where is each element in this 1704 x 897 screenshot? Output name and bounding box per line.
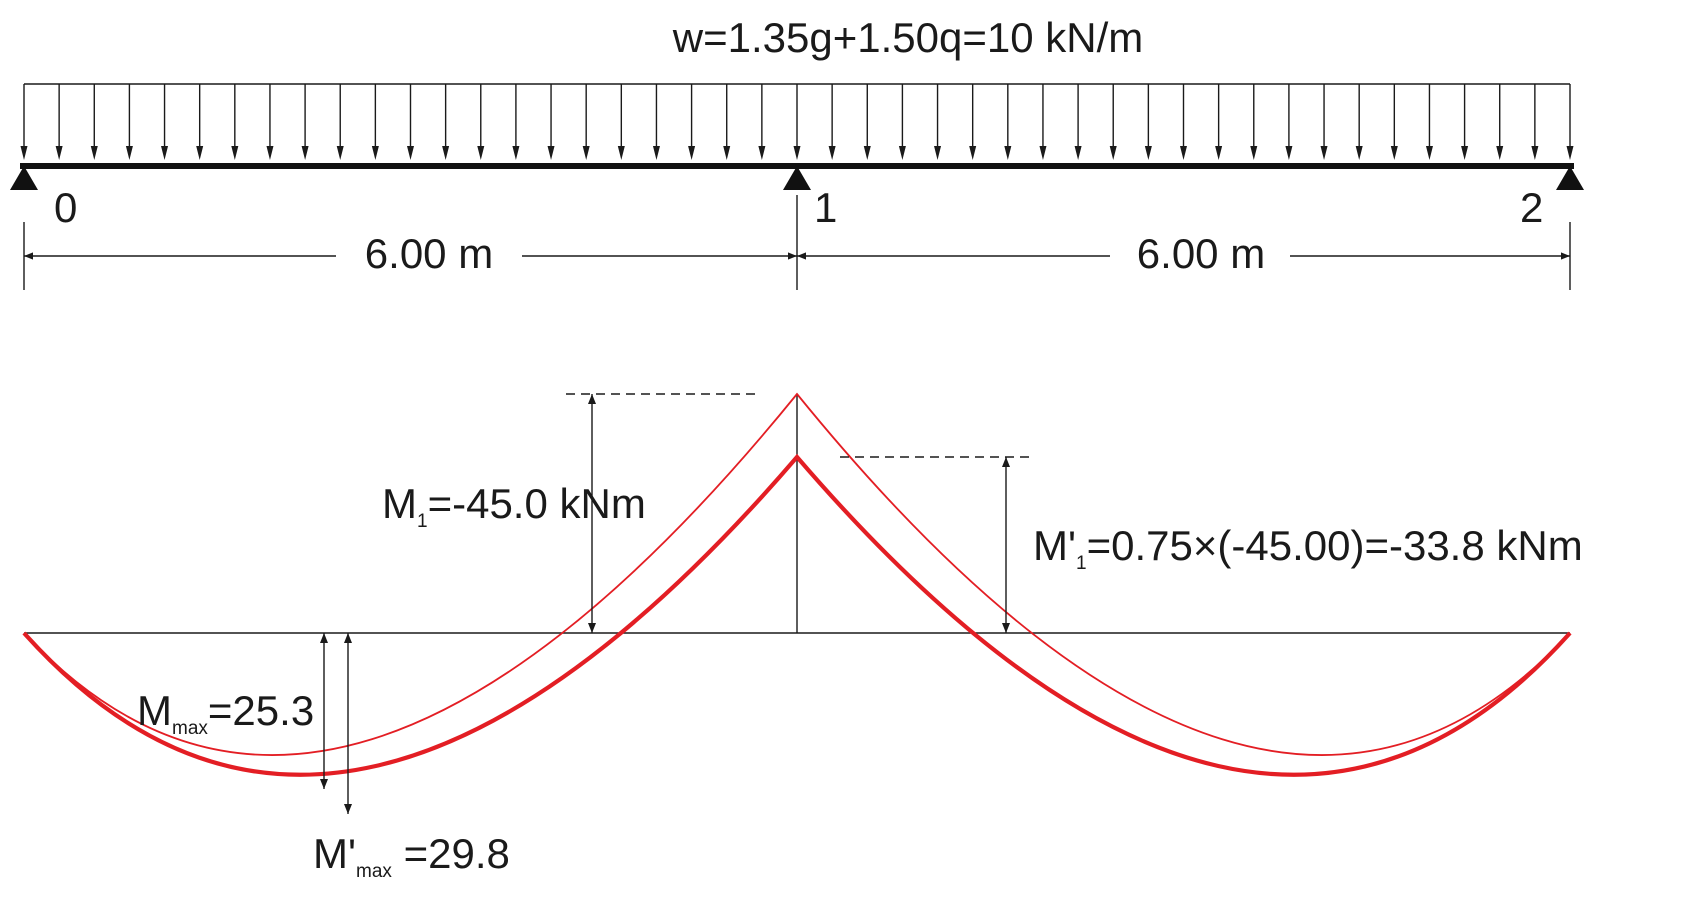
load-arrow-head-icon [723, 146, 731, 160]
load-arrow-head-icon [1180, 146, 1187, 160]
load-arrow-head-icon [336, 146, 344, 160]
elastic-moment-curve [23, 392, 1571, 756]
m1-prime-label-main: M' [1033, 522, 1076, 569]
load-arrow-head-icon [196, 146, 204, 160]
load-arrow-head-icon [477, 146, 485, 160]
load-arrow-head-icon [20, 146, 28, 160]
load-arrows [20, 84, 1574, 160]
mmax-prime-label-sub: max [356, 861, 392, 882]
m1-prime-label-sub: 1 [1076, 553, 1087, 574]
moment-diagram [22, 392, 1572, 814]
load-arrow-head-icon [652, 146, 660, 160]
mmax-prime-label: M'max =29.8 [313, 830, 510, 882]
mmax-label-main: M [137, 687, 172, 734]
load-arrow-head-icon [161, 146, 169, 160]
support-0-icon [10, 166, 38, 190]
load-arrow-head-icon [898, 146, 906, 160]
load-arrow-head-icon [582, 146, 590, 160]
load-arrow-head-icon [1144, 146, 1152, 160]
load-arrow-head-icon [1074, 146, 1082, 160]
load-arrow-head-icon [688, 146, 696, 160]
support-2-label: 2 [1520, 184, 1543, 231]
load-arrow-head-icon [1109, 146, 1117, 160]
m1-label-main: M [382, 480, 417, 527]
load-arrow-head-icon [1531, 146, 1539, 160]
load-arrow-head-icon [301, 146, 309, 160]
mmax-prime-label-main: M' [313, 830, 356, 877]
load-arrow-head-icon [1496, 146, 1504, 160]
load-arrow-head-icon [55, 146, 63, 160]
mmax-prime-label-value: =29.8 [392, 830, 510, 877]
load-arrow-head-icon [1039, 146, 1047, 160]
load-arrow-head-icon [969, 146, 977, 160]
mmax-label-value: =25.3 [208, 687, 314, 734]
load-arrow-head-icon [1320, 146, 1328, 160]
load-arrow-head-icon [1566, 146, 1574, 160]
load-arrow-head-icon [371, 146, 379, 160]
load-arrow-head-icon [266, 146, 274, 160]
load-arrow-head-icon [547, 146, 555, 160]
redistributed-moment-curve [22, 453, 1572, 777]
load-arrow-head-icon [1425, 146, 1433, 160]
load-arrow-head-icon [934, 146, 942, 160]
load-arrow-head-icon [828, 146, 836, 160]
load-arrow-head-icon [1355, 146, 1363, 160]
load-arrow-head-icon [1215, 146, 1223, 160]
load-arrow-head-icon [231, 146, 239, 160]
span-2-length: 6.00 m [1137, 230, 1265, 277]
support-1-label: 1 [814, 184, 837, 231]
distributed-load [20, 83, 1574, 160]
m1-label-value: =-45.0 kNm [428, 480, 646, 527]
load-arrow-head-icon [793, 146, 801, 160]
load-arrow-head-icon [1250, 146, 1258, 160]
load-arrow-head-icon [125, 146, 133, 160]
support-2-icon [1556, 166, 1584, 190]
load-arrow-head-icon [617, 146, 625, 160]
load-arrow-head-icon [1004, 146, 1012, 160]
mmax-label-sub: max [172, 718, 208, 739]
load-label: w=1.35g+1.50q=10 kN/m [672, 14, 1144, 61]
m1-prime-label: M'1=0.75×(-45.00)=-33.8 kNm [1033, 522, 1583, 574]
mmax-label: Mmax=25.3 [137, 687, 314, 739]
load-arrow-head-icon [407, 146, 414, 160]
load-arrow-head-icon [863, 146, 871, 160]
load-arrow-head-icon [1461, 146, 1469, 160]
span-1-length: 6.00 m [365, 230, 493, 277]
load-arrow-head-icon [442, 146, 450, 160]
support-0-label: 0 [54, 184, 77, 231]
dimension-lines [23, 195, 1571, 290]
support-1-icon [783, 166, 811, 190]
load-arrow-head-icon [90, 146, 98, 160]
m1-label: M1=-45.0 kNm [382, 480, 646, 532]
load-arrow-head-icon [1285, 146, 1293, 160]
load-arrow-head-icon [512, 146, 520, 160]
load-arrow-head-icon [1390, 146, 1398, 160]
m1-label-sub: 1 [417, 511, 428, 532]
m1-prime-label-value: =0.75×(-45.00)=-33.8 kNm [1087, 522, 1583, 569]
load-arrow-head-icon [758, 146, 766, 160]
